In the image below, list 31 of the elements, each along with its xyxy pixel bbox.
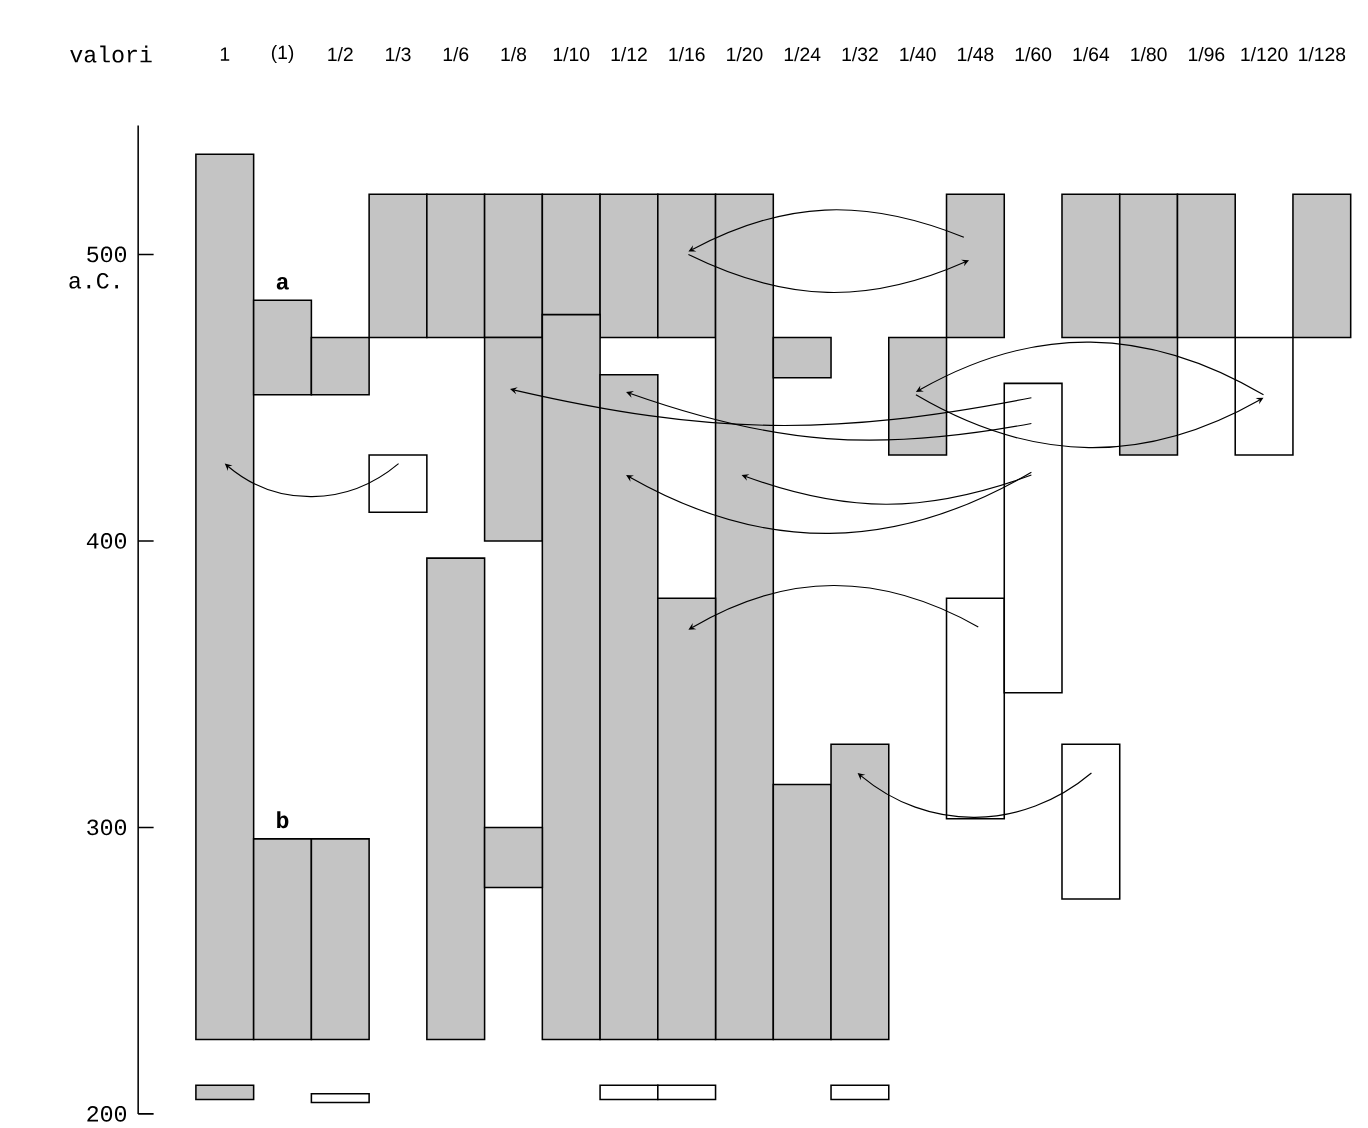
y-tick-label: 300: [87, 819, 127, 836]
annotation: a: [276, 276, 289, 290]
x-axis-title: valori: [70, 45, 152, 63]
x-tick-label: 1/24: [784, 46, 821, 62]
x-tick-label: (1): [271, 44, 294, 63]
x-tick-label: 1/2: [328, 46, 353, 62]
x-tick-label: 1/64: [1073, 46, 1110, 62]
x-tick-label: 1: [220, 47, 230, 61]
bar: [310, 1092, 370, 1104]
x-tick-label: 1/120: [1241, 46, 1288, 62]
x-tick-label: 1/80: [1131, 46, 1167, 62]
x-tick-label: 1/12: [611, 46, 647, 62]
y-tick-label: 500: [87, 246, 127, 263]
bar: [830, 1084, 890, 1101]
x-tick-label: 1/8: [501, 46, 527, 62]
x-tick-label: 1/96: [1189, 46, 1225, 62]
y-tick-label: 400: [86, 532, 127, 549]
annotation: b: [277, 811, 289, 829]
y-axis-title: a.C.: [69, 272, 118, 289]
x-tick-label: 1/40: [900, 46, 936, 62]
x-tick-label: 1/10: [553, 46, 590, 62]
x-tick-label: 1/6: [443, 46, 469, 62]
x-tick-label: 1/20: [727, 46, 763, 62]
bar: [195, 1084, 255, 1101]
x-tick-label: 1/60: [1015, 46, 1052, 62]
x-tick-label: 1/16: [669, 46, 705, 62]
x-tick-label: 1/3: [386, 46, 411, 62]
x-tick-label: 1/48: [958, 46, 994, 62]
y-tick-label: 200: [87, 1105, 127, 1122]
x-tick-label: 1/128: [1299, 46, 1346, 62]
x-tick-label: 1/32: [842, 46, 878, 62]
